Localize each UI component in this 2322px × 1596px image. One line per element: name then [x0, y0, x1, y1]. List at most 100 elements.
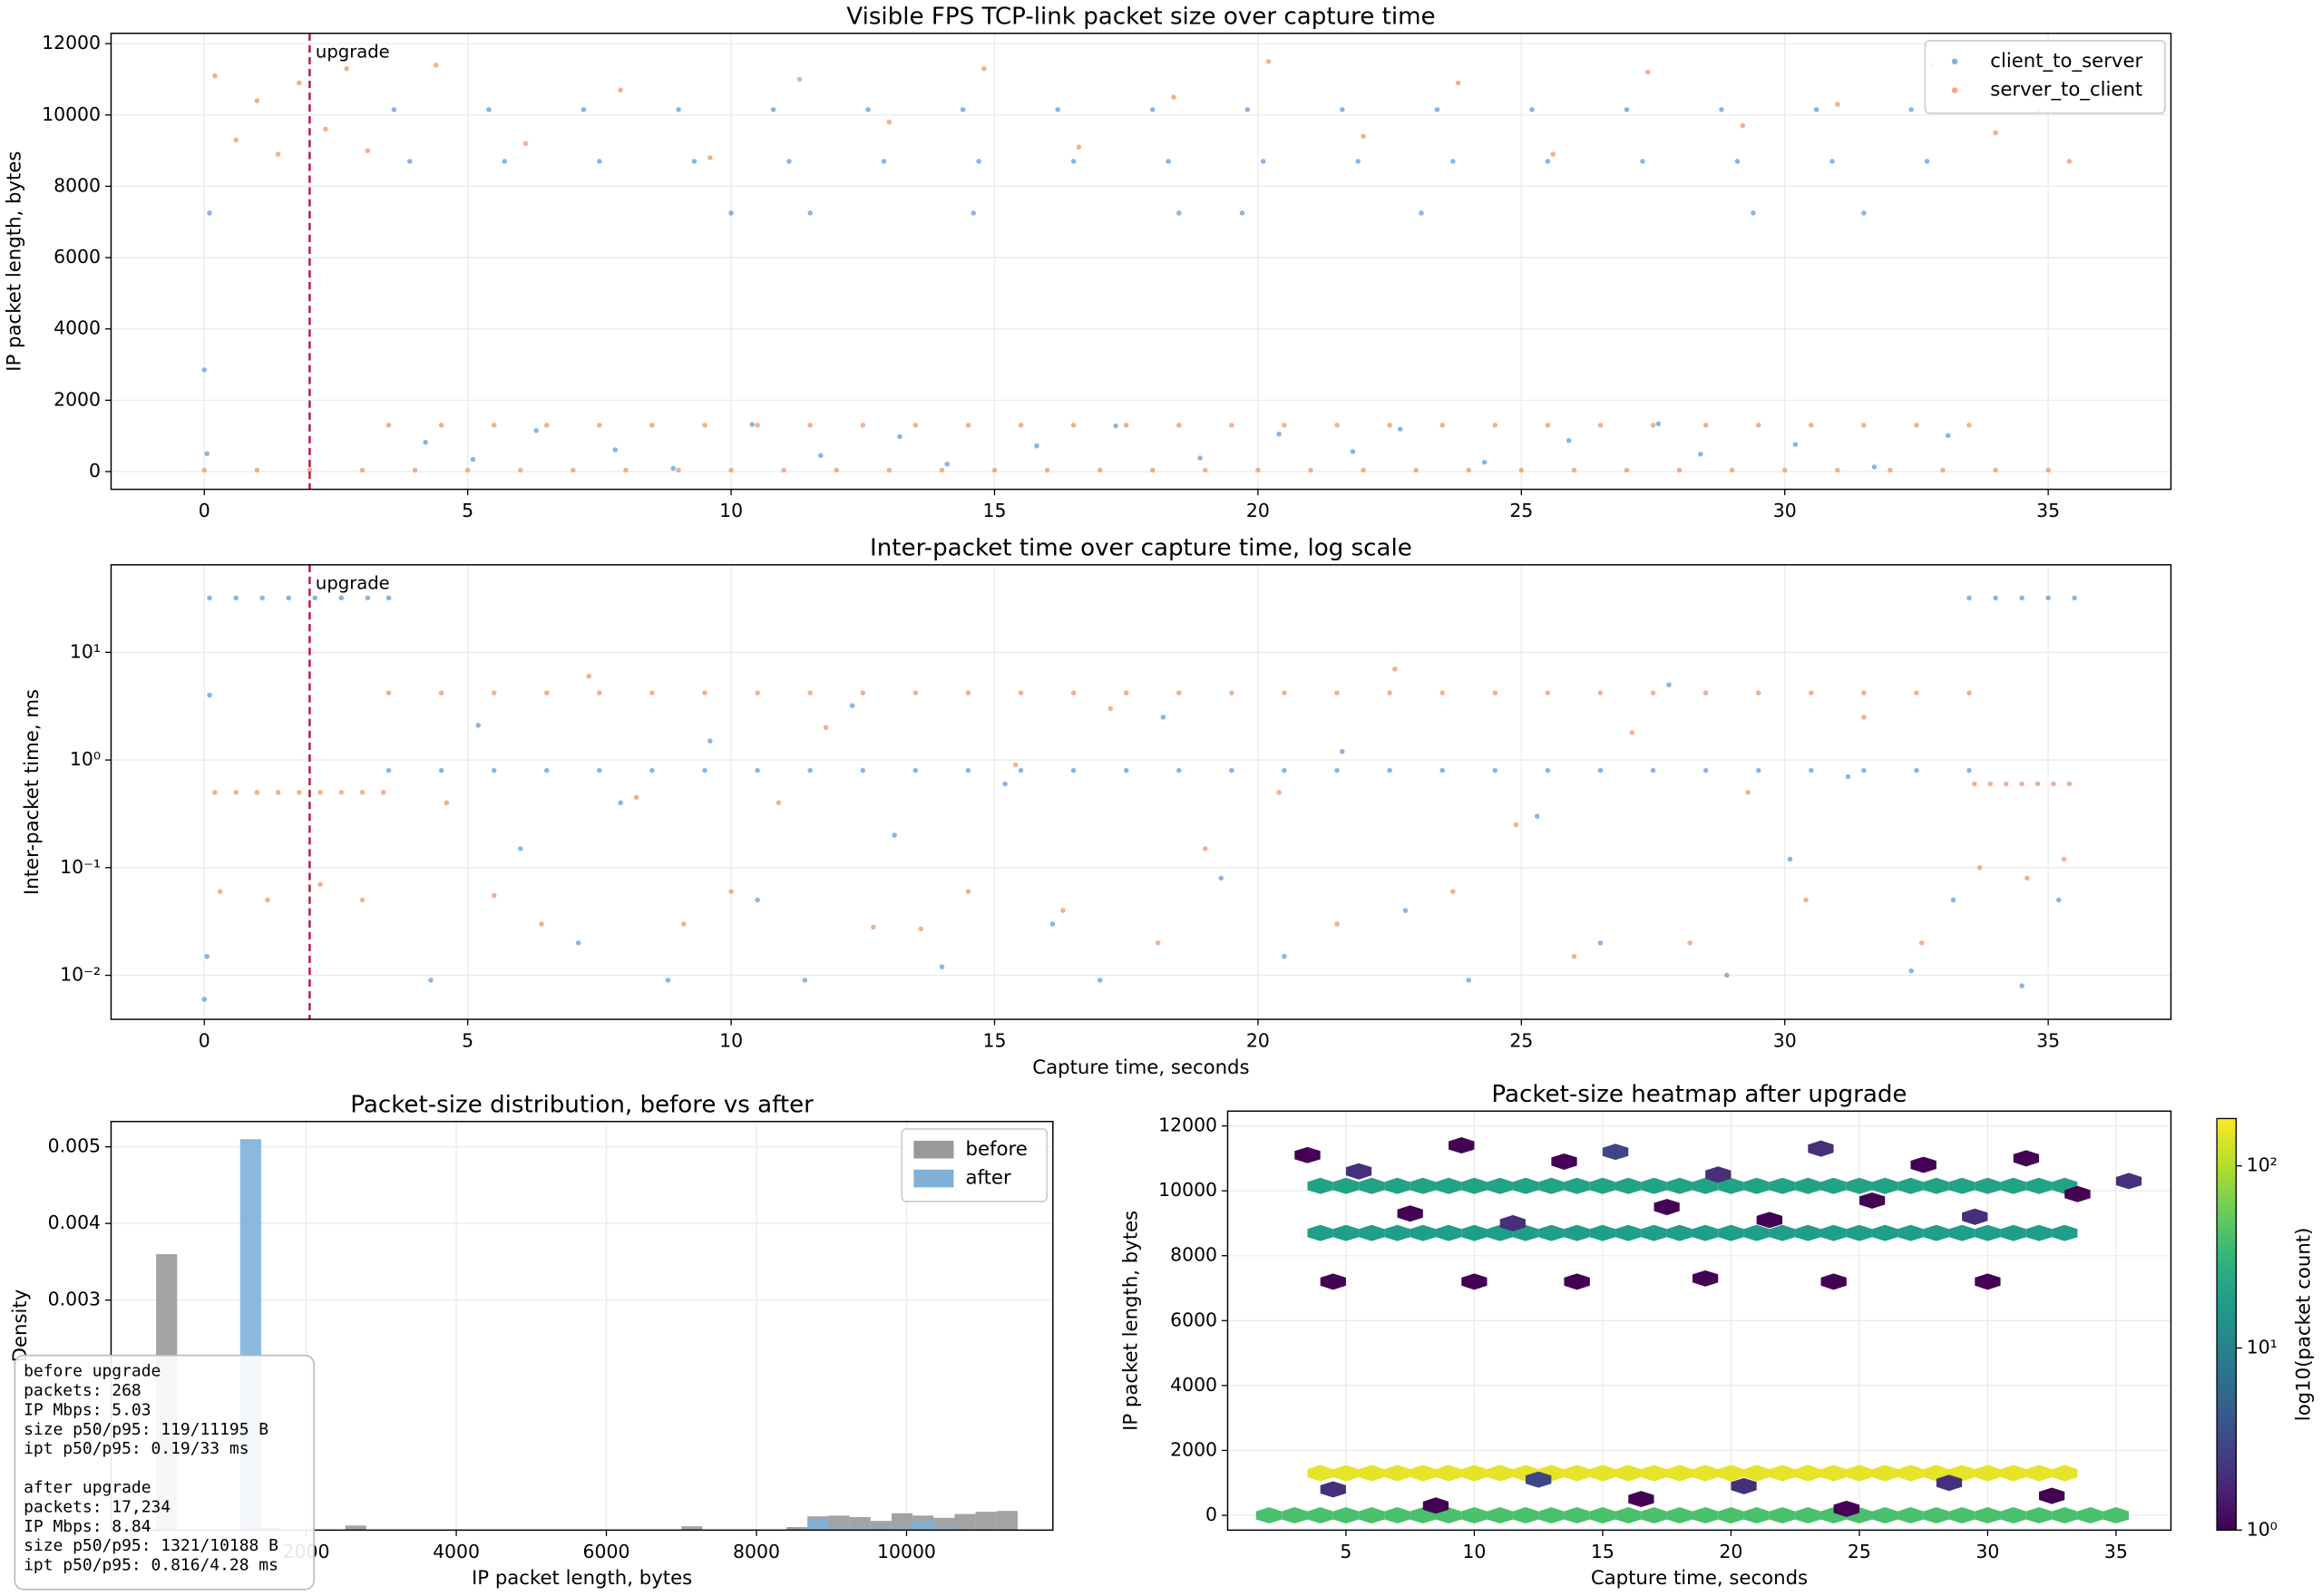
hex-cell [2115, 1173, 2142, 1190]
point [612, 447, 619, 453]
point [323, 126, 328, 132]
point [1149, 107, 1156, 112]
point [1049, 921, 1056, 927]
x-tick-label: 8000 [733, 1541, 780, 1562]
hex-cell [1602, 1143, 1629, 1161]
x-tick-label: 0 [199, 1030, 210, 1052]
hex-cell [1538, 1177, 1565, 1194]
point [1655, 421, 1662, 427]
point [1149, 467, 1156, 473]
x-tick-label: 15 [1591, 1541, 1615, 1562]
point [438, 767, 444, 774]
hex-cell [1692, 1224, 1719, 1241]
point [385, 423, 392, 428]
hex-cell [1499, 1214, 1526, 1231]
point [365, 148, 371, 153]
point [865, 107, 871, 112]
hex-cell [1975, 1507, 2001, 1523]
hex-cell [1615, 1177, 1642, 1194]
point [707, 155, 713, 161]
hex-cell [1359, 1507, 1385, 1523]
y-tick-label: 10000 [42, 103, 101, 125]
y-tick-label: 10⁰ [70, 748, 101, 770]
point [834, 467, 840, 473]
point [649, 690, 655, 696]
hex-cell [1898, 1177, 1924, 1194]
point [649, 423, 655, 428]
point [359, 467, 366, 473]
point [1176, 423, 1182, 428]
point [1229, 423, 1234, 428]
point [1203, 467, 1208, 473]
hex-cell [1384, 1177, 1410, 1194]
point [586, 673, 592, 679]
colorbar-tick-label: 10⁰ [2247, 1518, 2278, 1540]
point [1513, 822, 1519, 828]
point [1861, 690, 1867, 696]
y-tick-label: 2000 [54, 388, 101, 410]
hex-cell [1384, 1224, 1410, 1241]
point [1466, 978, 1472, 983]
x-tick-label: 20 [1246, 500, 1270, 521]
point [886, 119, 893, 125]
hex-cell [1641, 1177, 1667, 1194]
point [749, 422, 756, 427]
point [275, 151, 281, 157]
point [728, 889, 734, 894]
point [438, 423, 444, 428]
point [491, 690, 497, 696]
hex-cell [1307, 1465, 1333, 1482]
upgrade-label: upgrade [316, 573, 390, 594]
point [1914, 423, 1919, 428]
stats-line: IP Mbps: 8.84 [24, 1517, 151, 1536]
hex-cell [2025, 1465, 2053, 1482]
hex-cell [1564, 1273, 1590, 1290]
point [1845, 774, 1851, 780]
hex-cell [1461, 1177, 1488, 1194]
stats-line: before upgrade [24, 1362, 161, 1381]
point [1861, 210, 1867, 216]
y-tick-label: 4000 [1170, 1374, 1217, 1396]
hex-cell [1795, 1177, 1821, 1194]
point [1529, 107, 1535, 112]
point [1976, 865, 1983, 871]
point [755, 690, 760, 696]
hex-cell [1666, 1507, 1693, 1523]
hex-cell [1692, 1270, 1719, 1287]
point [1018, 690, 1024, 696]
point [365, 595, 371, 601]
point [1861, 767, 1867, 774]
point [491, 423, 497, 428]
point [1350, 449, 1356, 454]
hex-cell [1487, 1177, 1513, 1194]
hex-cell [1641, 1224, 1667, 1241]
point [265, 897, 270, 903]
point [1918, 940, 1925, 946]
point [1113, 423, 1118, 429]
hex-cell [1846, 1465, 1872, 1482]
hex-cell [1654, 1199, 1680, 1216]
hex-cell [1641, 1465, 1667, 1482]
hex-cell [1666, 1224, 1693, 1241]
hex-cell [1692, 1177, 1719, 1194]
hist-bar [807, 1518, 829, 1531]
hex-cell [1410, 1465, 1437, 1482]
stats-line: size p50/p95: 1321/10188 B [24, 1536, 278, 1555]
hex-cell [2064, 1185, 2091, 1202]
point [649, 767, 655, 774]
hex-cell [1923, 1507, 1949, 1523]
point [633, 794, 639, 801]
point [1123, 767, 1129, 774]
stats-line: ipt p50/p95: 0.816/4.28 ms [24, 1556, 278, 1575]
point [770, 107, 776, 112]
point [1308, 467, 1313, 473]
hex-cell [1564, 1507, 1590, 1523]
point [2019, 781, 2024, 787]
hex-cell [1769, 1224, 1796, 1241]
x-tick-label: 5 [1340, 1541, 1351, 1562]
hex-cell [1282, 1507, 1308, 1523]
y-tick-label: 8000 [54, 174, 101, 196]
point [1123, 423, 1129, 428]
point [1239, 210, 1245, 216]
hex-cell [1436, 1177, 1462, 1194]
